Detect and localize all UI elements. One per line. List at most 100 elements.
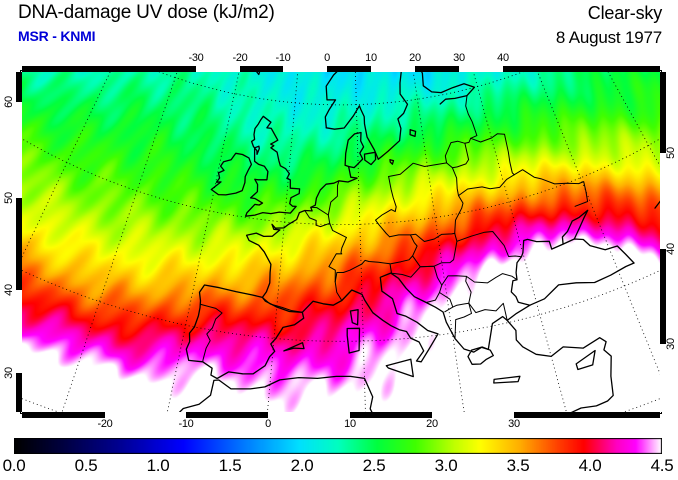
axis-tick-segment [415,66,459,72]
bottom-tick-30: 30 [508,418,520,430]
axis-top [22,66,660,72]
left-tick-40: 40 [3,284,15,296]
country-border [389,232,456,242]
axis-tick-segment [327,66,371,72]
axis-tick-segment [660,72,666,153]
coastline [256,72,261,76]
left-tick-50: 50 [3,192,15,204]
gridline [22,270,660,342]
country-border [375,176,397,238]
country-border [310,206,347,238]
coastline [363,151,377,166]
bottom-tick--20: -20 [97,418,113,430]
country-border [390,265,443,303]
gridline [22,138,660,225]
map-plot-area [22,72,660,412]
coastline [346,327,361,354]
right-tick-50: 50 [665,147,677,159]
colorbar-tick-4p5: 4.5 [650,456,674,475]
graticule-grid [22,72,660,412]
coastline [421,72,476,105]
gridline [158,72,524,106]
country-border [200,303,223,363]
country-border [441,275,467,286]
date-label: 8 August 1977 [555,28,662,47]
gridline [22,72,111,258]
coastline [178,319,614,412]
axis-bottom [22,412,660,418]
country-border [456,231,522,258]
coastline [244,115,301,217]
country-border [304,210,331,228]
coastline [301,272,494,365]
axis-tick-segment [350,412,432,418]
axis-tick-segment [660,249,666,344]
coastline [480,262,635,351]
gridline [537,72,660,375]
colorbar-tick-0p0: 0.0 [2,456,26,475]
axis-tick-segment [514,412,660,418]
top-tick-30: 30 [453,52,465,64]
country-border [328,236,347,283]
top-tick-20: 20 [409,52,421,64]
country-border [261,296,303,313]
figure-subtitle: MSR - KNMI [18,28,96,44]
colorbar [14,438,662,454]
colorbar-tick-1p0: 1.0 [146,456,170,475]
country-border [468,302,508,321]
coastline [185,284,305,380]
country-border [444,95,478,164]
colorbar-tick-1p5: 1.5 [218,456,242,475]
country-border [458,174,515,197]
gridline [267,72,299,412]
axis-right [660,72,666,412]
coastline [349,309,359,326]
coastline [561,209,589,245]
axis-tick-segment [22,66,196,72]
country-border [334,259,392,301]
axis-tick-segment [16,72,22,102]
page-title: DNA-damage UV dose (kJ/m2) [18,2,275,23]
top-tick-0: 0 [324,52,330,64]
axis-tick-segment [186,412,268,418]
right-tick-40: 40 [665,243,677,255]
coastline [493,375,521,384]
colorbar-tick-4p0: 4.0 [578,456,602,475]
country-border [452,302,472,340]
top-tick--10: -10 [275,52,291,64]
left-tick-60: 60 [3,96,15,108]
coastline [344,131,365,169]
coastline [510,238,635,306]
bottom-tick-20: 20 [426,418,438,430]
axis-tick-segment [22,412,105,418]
colorbar-tick-3p0: 3.0 [434,456,458,475]
country-border [470,133,589,207]
top-tick--20: -20 [232,52,248,64]
coastline [210,152,253,196]
coastline [245,165,358,299]
map-overlay [22,72,660,412]
bottom-tick-0: 0 [265,418,271,430]
coastline [575,349,596,371]
top-tick-40: 40 [497,52,509,64]
coastline [283,342,305,352]
axis-tick-segment [16,198,22,290]
gridline [61,72,178,412]
coastline [324,72,338,129]
gridline [166,72,240,412]
country-border [390,234,418,265]
coastline-layer [178,72,660,412]
bottom-tick-10: 10 [344,418,356,430]
axis-tick-segment [503,66,660,72]
gridline [354,72,366,412]
colorbar-tick-3p5: 3.5 [506,456,530,475]
figure-header: DNA-damage UV dose (kJ/m2) MSR - KNMI Cl… [0,0,678,50]
axis-left [16,72,22,412]
country-border [451,142,470,169]
top-tick--30: -30 [188,52,204,64]
bottom-tick--10: -10 [178,418,194,430]
right-tick-30: 30 [665,338,677,350]
gridline [472,72,567,412]
colorbar-tick-0p5: 0.5 [74,456,98,475]
